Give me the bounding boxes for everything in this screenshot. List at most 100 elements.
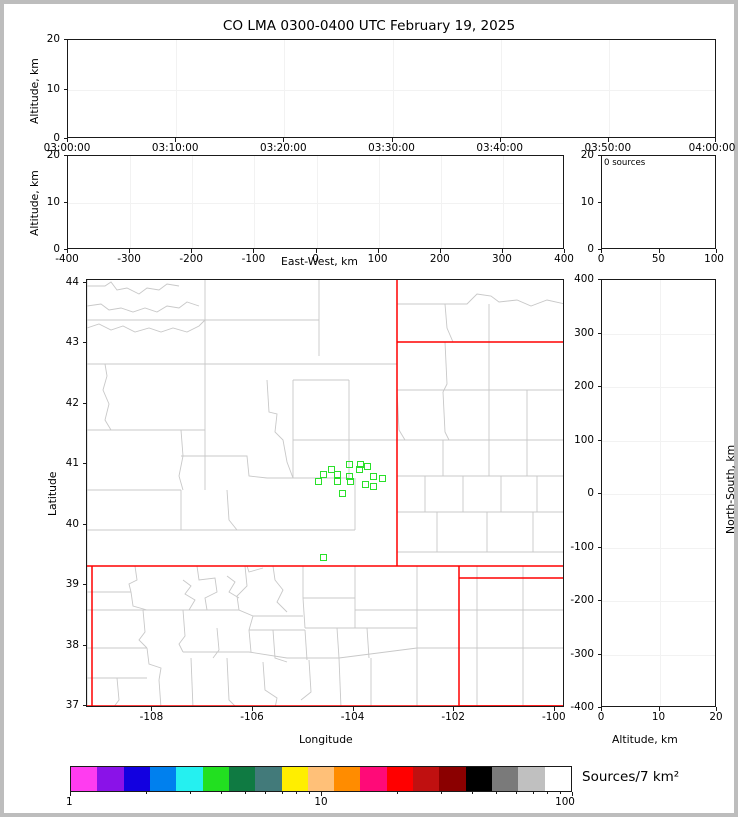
p2-xtick-8: 400 bbox=[554, 253, 574, 265]
p2-xtick-2: -200 bbox=[179, 253, 203, 265]
p2-xtick-3: -100 bbox=[241, 253, 266, 265]
lma-source-marker bbox=[361, 480, 369, 488]
lma-source-marker bbox=[378, 475, 386, 483]
colorbar-swatch bbox=[413, 767, 440, 791]
p5-ytick-300: 300 bbox=[574, 326, 594, 339]
lma-source-marker bbox=[346, 472, 354, 480]
p2-xtick-6: 200 bbox=[429, 253, 450, 265]
p1-xtick-1: 03:10:00 bbox=[151, 142, 199, 154]
p1-xtick-2: 03:20:00 bbox=[259, 142, 307, 154]
panel-northsouth-height[interactable] bbox=[601, 279, 716, 707]
p5-xlabel: Altitude, km bbox=[612, 733, 678, 746]
map-ytick-40: 40 bbox=[65, 517, 79, 530]
panel-time-height[interactable] bbox=[67, 39, 716, 138]
map-ytick-42: 42 bbox=[65, 396, 79, 409]
p1-ytick-20: 20 bbox=[46, 32, 60, 45]
figure-canvas: CO LMA 0300-0400 UTC February 19, 2025 2… bbox=[4, 4, 737, 813]
p1-xtick-4: 03:40:00 bbox=[476, 142, 524, 154]
map-xtick-104: -104 bbox=[340, 711, 365, 723]
p5-ytick-0: 0 bbox=[587, 486, 594, 499]
colorbar-swatch bbox=[202, 767, 230, 791]
p2-ytick-10: 10 bbox=[46, 195, 60, 208]
panel-altitude-histogram[interactable]: 0 sources bbox=[601, 155, 716, 249]
colorbar[interactable] bbox=[70, 766, 572, 792]
lma-source-marker bbox=[356, 466, 364, 474]
map-ylabel: Latitude bbox=[46, 471, 59, 516]
colorbar-tick-1: 1 bbox=[66, 796, 73, 808]
lma-source-marker bbox=[347, 477, 355, 485]
lma-source-marker bbox=[370, 483, 378, 491]
lma-source-marker bbox=[364, 463, 372, 471]
lma-source-marker bbox=[334, 477, 342, 485]
figure-title: CO LMA 0300-0400 UTC February 19, 2025 bbox=[222, 18, 516, 34]
p3-xtick-100: 100 bbox=[704, 253, 724, 265]
colorbar-tick-100: 100 bbox=[555, 796, 575, 808]
colorbar-swatch bbox=[360, 767, 388, 791]
map-xtick-100: -100 bbox=[542, 711, 566, 723]
map-xtick-106: -106 bbox=[240, 711, 264, 723]
p5-ytick-m100: -100 bbox=[570, 540, 594, 553]
p5-ylabel: North-South, km bbox=[724, 444, 737, 534]
p1-xtick-5: 03:50:00 bbox=[584, 142, 632, 154]
p5-ytick-400: 400 bbox=[574, 272, 594, 285]
colorbar-swatch bbox=[386, 767, 414, 791]
colorbar-swatch bbox=[176, 767, 203, 791]
p2-xtick-5: 100 bbox=[367, 253, 388, 265]
map-ytick-41: 41 bbox=[65, 456, 79, 469]
colorbar-swatch bbox=[97, 767, 124, 791]
lma-source-marker bbox=[356, 461, 364, 469]
colorbar-label: Sources/7 km² bbox=[582, 769, 680, 785]
p1-xtick-3: 03:30:00 bbox=[368, 142, 415, 154]
lma-source-marker bbox=[327, 465, 335, 473]
p5-ytick-200: 200 bbox=[574, 379, 594, 392]
panel-plan-view-map[interactable] bbox=[86, 279, 564, 707]
lma-source-marker bbox=[320, 553, 328, 561]
colorbar-swatch bbox=[465, 767, 493, 791]
p2-xtick-4: 0 bbox=[312, 253, 319, 265]
p5-ytick-m400: -400 bbox=[570, 700, 594, 713]
colorbar-swatch bbox=[281, 767, 309, 791]
histogram-source-count: 0 sources bbox=[604, 158, 646, 168]
p3-xtick-50: 50 bbox=[651, 253, 666, 265]
map-ytick-44: 44 bbox=[65, 275, 79, 288]
lma-source-marker bbox=[338, 490, 346, 498]
colorbar-swatch bbox=[71, 767, 98, 791]
p1-ylabel: Altitude, km bbox=[28, 58, 41, 124]
p3-xtick-0: 0 bbox=[597, 253, 605, 265]
lma-source-marker bbox=[345, 460, 353, 468]
map-ytick-39: 39 bbox=[65, 577, 79, 590]
p5-xtick-0: 0 bbox=[597, 711, 605, 723]
p3-ytick-20: 20 bbox=[580, 148, 594, 161]
colorbar-swatch bbox=[228, 767, 256, 791]
p1-ytick-10: 10 bbox=[46, 82, 60, 95]
p5-ytick-m300: -300 bbox=[570, 647, 594, 660]
colorbar-tick-10: 10 bbox=[314, 796, 328, 808]
map-geography bbox=[87, 280, 563, 706]
p2-xtick-7: 300 bbox=[491, 253, 512, 265]
colorbar-swatch bbox=[492, 767, 519, 791]
colorbar-swatch bbox=[149, 767, 177, 791]
colorbar-swatch bbox=[439, 767, 467, 791]
p2-xtick-1: -300 bbox=[117, 253, 141, 265]
colorbar-swatch bbox=[334, 767, 361, 791]
p2-ytick-0: 0 bbox=[53, 242, 60, 255]
p5-xtick-10: 10 bbox=[651, 711, 666, 723]
map-xlabel: Longitude bbox=[299, 733, 353, 746]
p2-xlabel: East-West, km bbox=[281, 255, 358, 268]
p2-ylabel: Altitude, km bbox=[28, 170, 41, 236]
p3-ytick-10: 10 bbox=[580, 195, 594, 208]
map-ytick-43: 43 bbox=[65, 335, 79, 348]
p5-ytick-m200: -200 bbox=[570, 593, 594, 606]
p1-xtick-6: 04:00:00 bbox=[688, 142, 736, 154]
p1-ytick-0: 0 bbox=[53, 131, 60, 144]
map-xtick-102: -102 bbox=[441, 711, 465, 723]
map-ytick-38: 38 bbox=[65, 638, 79, 651]
colorbar-swatch bbox=[518, 767, 545, 791]
lma-source-marker bbox=[319, 471, 327, 479]
lma-source-marker bbox=[314, 477, 322, 485]
p2-xtick-0: -400 bbox=[55, 253, 79, 265]
p2-ytick-20: 20 bbox=[46, 148, 60, 161]
colorbar-swatch bbox=[307, 767, 335, 791]
p5-xtick-20: 20 bbox=[709, 711, 723, 723]
panel-eastwest-height[interactable] bbox=[67, 155, 564, 249]
